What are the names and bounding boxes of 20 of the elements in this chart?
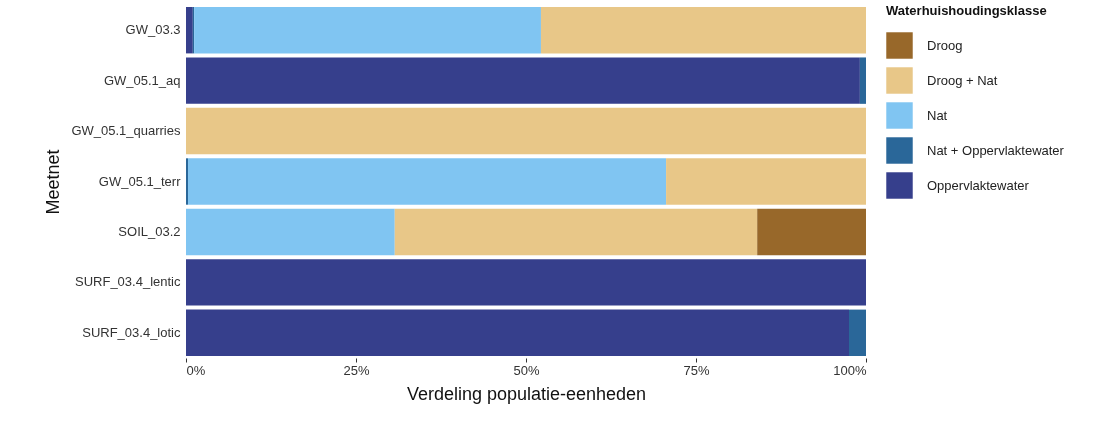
legend-label: Droog <box>927 37 963 53</box>
x-axis-title: Verdeling populatie-eenheden <box>406 383 647 404</box>
x-tick-label: 25% <box>343 362 370 378</box>
x-tick-label: 0% <box>186 362 206 378</box>
legend-label: Droog + Nat <box>927 72 998 88</box>
y-tick-label: SOIL_03.2 <box>118 223 181 239</box>
y-axis-title: Meetnet <box>43 149 64 215</box>
x-tick-label: 100% <box>833 362 867 378</box>
x-tick-label: 50% <box>513 362 540 378</box>
legend-label: Nat + Oppervlaktewater <box>927 142 1065 158</box>
y-tick-label: SURF_03.4_lentic <box>75 274 181 290</box>
y-tick-label: GW_05.1_aq <box>103 72 181 88</box>
legend-label: Oppervlaktewater <box>927 177 1030 193</box>
y-tick-label: GW_05.1_quarries <box>71 123 181 139</box>
y-tick-label: GW_05.1_terr <box>98 173 182 189</box>
y-tick-label: SURF_03.4_lotic <box>82 324 181 340</box>
legend-title: Waterhuishoudingsklasse <box>886 3 1047 18</box>
y-tick-label: GW_03.3 <box>125 22 181 38</box>
legend-label: Nat <box>927 107 948 123</box>
x-tick-label: 75% <box>683 362 710 378</box>
